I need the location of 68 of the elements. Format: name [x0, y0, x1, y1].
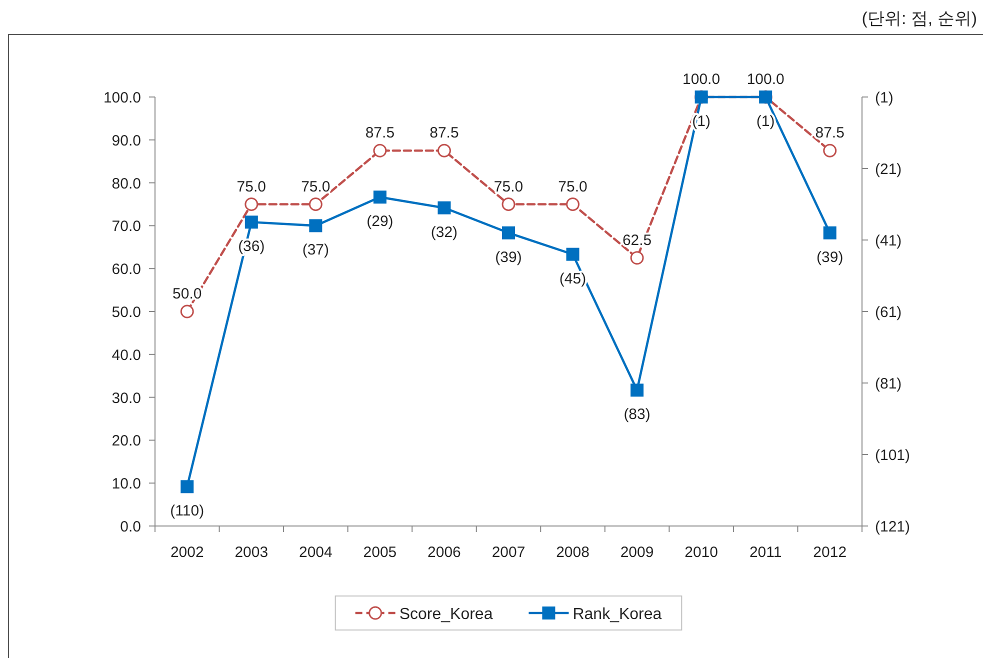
- xtick: 2002: [170, 544, 204, 561]
- xtick: 2012: [813, 544, 847, 561]
- label: 75.0: [236, 178, 266, 196]
- ytick: 30.0: [112, 390, 141, 407]
- point: [502, 198, 516, 211]
- ytick: 10.0: [112, 476, 141, 493]
- y2tick: (41): [875, 232, 902, 250]
- label: (32): [430, 224, 458, 241]
- label: 87.5: [365, 124, 395, 142]
- legend: Score_Korea: [399, 606, 493, 623]
- y2tick: (61): [875, 304, 902, 321]
- point: [630, 384, 644, 397]
- label: (39): [816, 248, 844, 266]
- point: [244, 216, 258, 229]
- legend: Rank_Korea: [572, 606, 662, 623]
- ytick: 70.0: [112, 218, 141, 236]
- label: (29): [366, 213, 394, 230]
- y2tick: (21): [875, 161, 902, 178]
- y2tick: (101): [875, 447, 910, 464]
- xtick: 2010: [684, 544, 718, 561]
- point: [309, 219, 322, 232]
- ytick: 80.0: [112, 175, 141, 192]
- label: 75.0: [301, 178, 330, 196]
- ytick: 50.0: [112, 304, 141, 321]
- annotation: (단위: 점, 순위): [862, 9, 977, 28]
- label: (37): [302, 242, 330, 259]
- xtick: 2009: [620, 544, 654, 561]
- y2tick: (1): [875, 90, 894, 106]
- label: 50.0: [172, 286, 202, 302]
- ytick: 40.0: [112, 346, 141, 364]
- point: [823, 144, 837, 158]
- point: [180, 304, 194, 318]
- label: 87.5: [430, 124, 459, 142]
- y2tick: (81): [875, 376, 902, 392]
- label: 100.0: [746, 71, 784, 88]
- point: [502, 226, 515, 240]
- point: [437, 144, 451, 158]
- label: 75.0: [558, 178, 588, 196]
- label: (39): [495, 248, 522, 266]
- xtick: 2011: [749, 544, 782, 561]
- label: (110): [170, 502, 204, 520]
- ytick: 20.0: [112, 432, 141, 450]
- ytick: 90.0: [112, 132, 141, 150]
- ytick: 60.0: [112, 261, 141, 278]
- xtick: 2003: [234, 544, 268, 561]
- point: [566, 198, 580, 211]
- xtick: 2007: [492, 544, 526, 561]
- xtick: 2006: [428, 544, 461, 561]
- label: 87.5: [815, 124, 844, 142]
- point: [244, 198, 258, 211]
- xtick: 2008: [556, 544, 590, 561]
- label: 75.0: [494, 178, 524, 196]
- point: [180, 480, 194, 494]
- point: [373, 190, 386, 204]
- point: [438, 201, 451, 214]
- ytick: 100.0: [103, 90, 141, 106]
- point: [630, 251, 644, 265]
- label: (83): [624, 406, 650, 424]
- point: [308, 198, 322, 211]
- point: [823, 226, 836, 240]
- point: [566, 248, 580, 261]
- ytick: 0.0: [120, 518, 141, 536]
- point: [373, 144, 387, 158]
- y2tick: (121): [875, 518, 910, 536]
- xtick: 2005: [363, 544, 397, 561]
- label: (1): [756, 113, 775, 130]
- label: 100.0: [682, 71, 720, 88]
- xtick: 2004: [299, 544, 332, 561]
